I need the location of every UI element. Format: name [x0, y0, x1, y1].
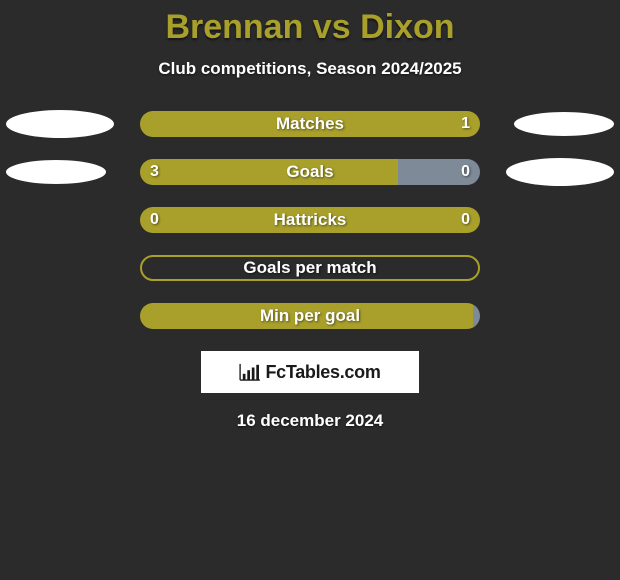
bar-left-fill	[140, 303, 473, 329]
bar-track-matches: Matches1	[140, 111, 480, 137]
ellipse-left-1	[6, 160, 106, 184]
ellipse-right-1	[506, 158, 614, 186]
date-line: 16 december 2024	[0, 411, 620, 431]
bar-track-gpm: Goals per match	[140, 255, 480, 281]
bar-track-goals: Goals30	[140, 159, 480, 185]
row-matches: Matches1	[0, 111, 620, 137]
bar-track-hattricks: Hattricks00	[140, 207, 480, 233]
bar-right-fill	[473, 303, 480, 329]
logo-text: FcTables.com	[265, 362, 380, 383]
bar-left-fill	[140, 207, 480, 233]
bar-label: Goals per match	[142, 257, 478, 279]
bar-right-fill	[140, 111, 480, 137]
bar-left-fill	[140, 159, 398, 185]
ellipse-left-0	[6, 110, 114, 138]
ellipse-right-0	[514, 112, 614, 136]
row-goals: Goals30	[0, 159, 620, 185]
bar-chart-icon	[239, 363, 261, 381]
bar-track-mpg: Min per goal	[140, 303, 480, 329]
row-hattricks: Hattricks00	[0, 207, 620, 233]
subtitle: Club competitions, Season 2024/2025	[0, 59, 620, 79]
page-title: Brennan vs Dixon	[0, 0, 620, 47]
row-goals-per-match: Goals per match	[0, 255, 620, 281]
bar-right-fill	[398, 159, 480, 185]
row-min-per-goal: Min per goal	[0, 303, 620, 329]
logo-box: FcTables.com	[201, 351, 419, 393]
comparison-rows: Matches1 Goals30 Hattricks00 Goals per m…	[0, 111, 620, 329]
